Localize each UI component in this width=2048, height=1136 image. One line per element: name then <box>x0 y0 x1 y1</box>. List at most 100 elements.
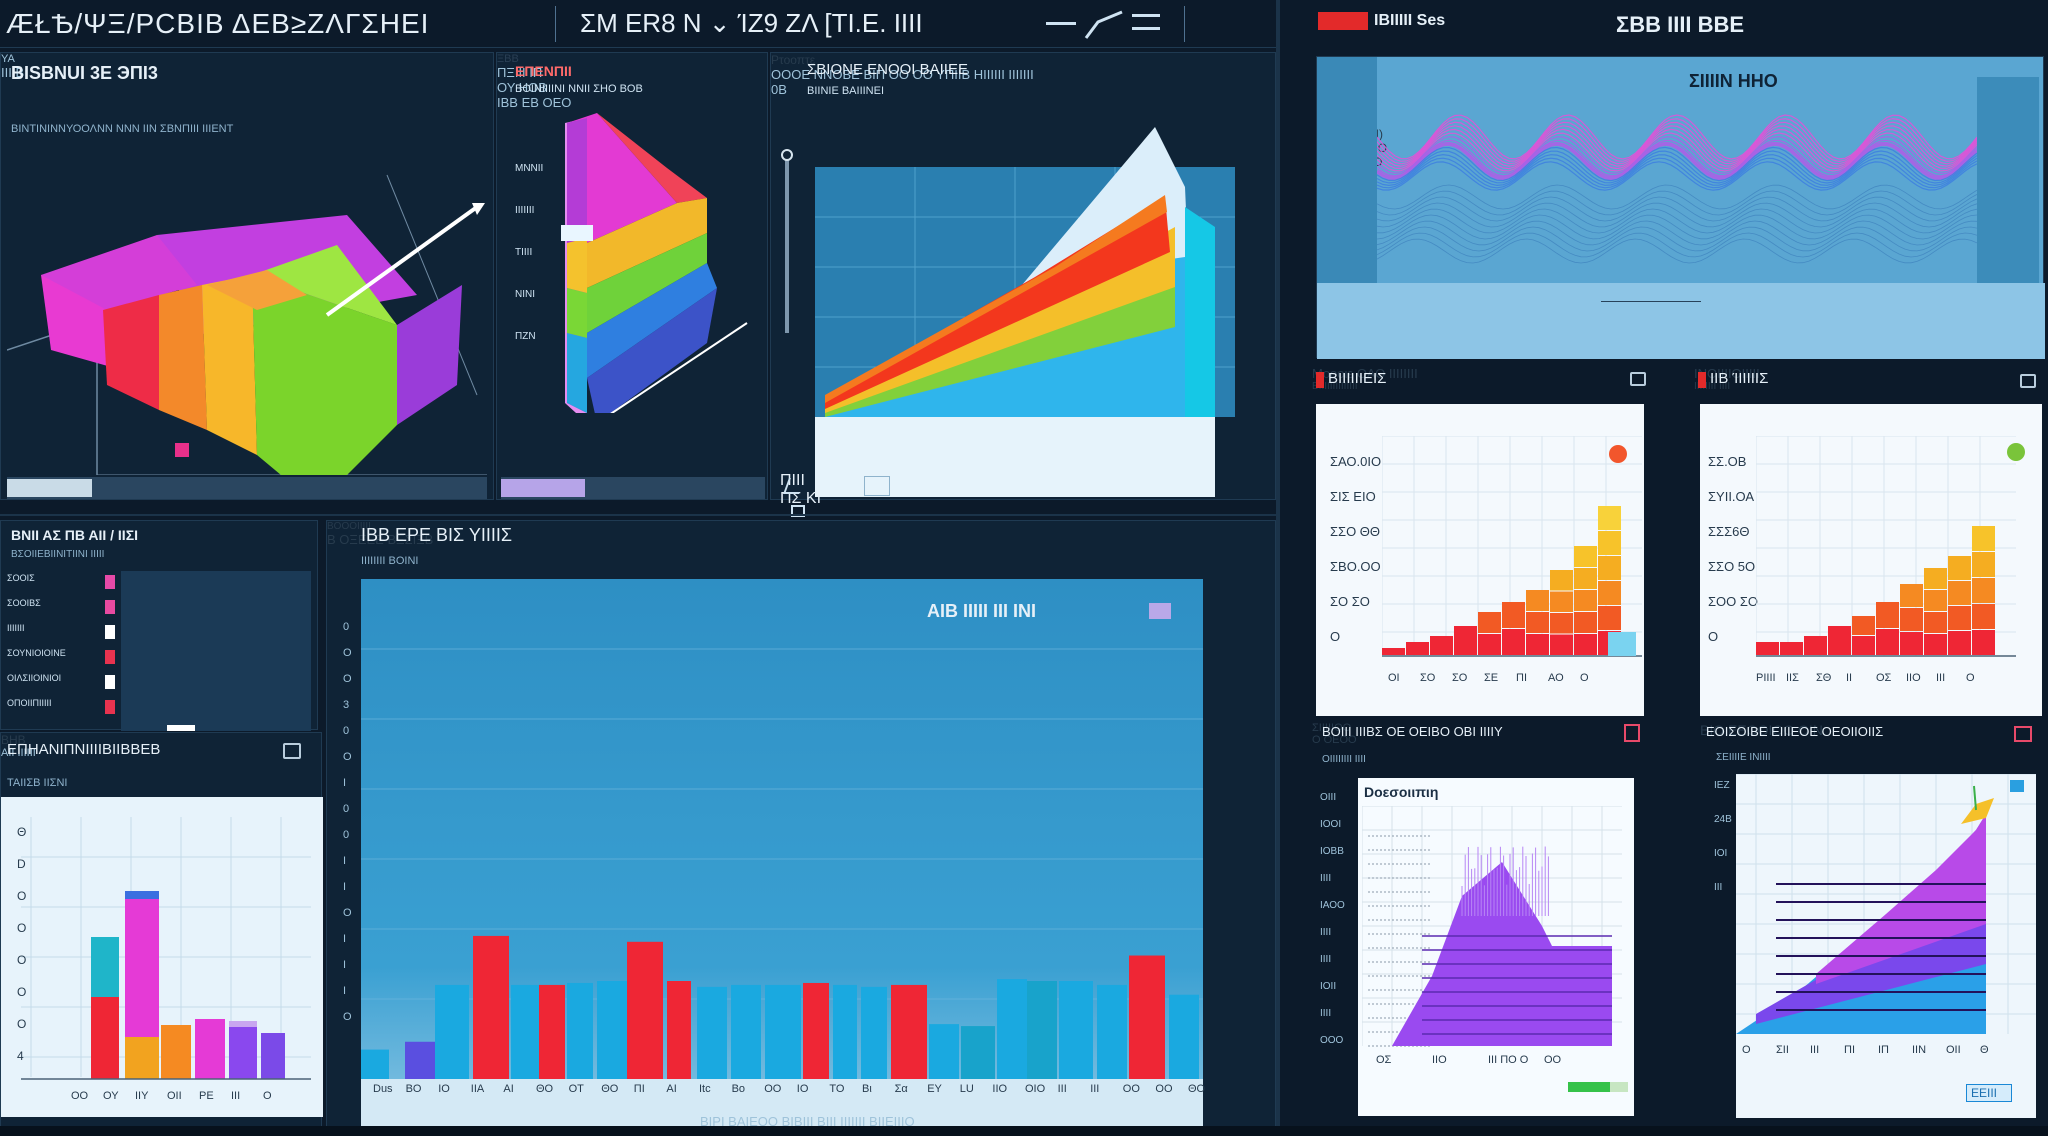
wave-line-2 <box>1377 121 1977 165</box>
r2-bar-4-1 <box>1852 616 1875 635</box>
main-y-tick-13: Ι <box>343 959 347 971</box>
panel-stack-scrollbar[interactable] <box>501 477 765 499</box>
r2-chart-title: ΙΝΟΙΙΙΙΟΙΙΙΙΙ <box>1694 366 1760 381</box>
panel-wave: ΣΙΙΙΙΝ ΗΗΟ ΟΘ ΘΟ Ε ΙΙΙΙ ΟΙΙ Οοοπεπ Ι ΟΒΒ… <box>1316 56 2045 359</box>
area-control-box[interactable] <box>864 476 890 496</box>
r2-x-tick-0: ΡΙΙΙΙ <box>1756 672 1776 684</box>
wave-line-0 <box>1377 114 1977 160</box>
r1-bar-6-0 <box>1526 634 1549 655</box>
list-row-marker-3[interactable] <box>105 650 115 664</box>
right-header: ΙΒΙΙΙΙΙ Ses ΣΒΒ ΙΙΙΙ ΒΒΕ <box>1290 0 2048 48</box>
r2-bar-6-1 <box>1900 608 1923 631</box>
r3-y-tick-8: ΙΙΙΙ <box>1320 1008 1332 1019</box>
main-x-tick-2: ΙΟ <box>438 1083 450 1095</box>
wave-shadow-5 <box>1377 214 1977 240</box>
bottom-strip <box>0 1126 2048 1136</box>
area-minimize-icon[interactable] <box>791 505 805 517</box>
panel-smallbar-menu-icon[interactable] <box>283 743 301 759</box>
small-bar-0-1 <box>91 937 119 997</box>
panel-small-bar: ΕΠΗΑΝΙΠΝΙΙΙΙΒΙΙΒΒΕΒ ΤΑΙΙΣΒ ΙΙΣΝΙ ΟΟ ΟΥ ΙΙΥ… <box>0 732 323 1136</box>
stack-label-0: ΜΝΝΙΙ <box>515 163 544 174</box>
wave-line-6 <box>1377 135 1977 175</box>
r2-window-icon[interactable] <box>2020 374 2036 388</box>
stack-axis-label: ΠΞΙΙΙ ΙΠ <box>497 65 543 80</box>
area-control-a[interactable]: ΠΙΙΙ <box>780 472 805 489</box>
r1-bar-8-1 <box>1574 612 1597 633</box>
panel-area-chart: ΣΒΙΟΝΕ ΕΝΟΟΙ ΒΑΙΙΕΕ ΒΙΙΝΙΕ ΒΑΙΙΙΝΕΙ Ρτοο… <box>770 52 1276 517</box>
area-slider-track[interactable] <box>785 153 789 333</box>
small-bar-5-0 <box>261 1033 285 1079</box>
wave-shadow-4 <box>1377 208 1977 234</box>
area-side <box>1185 207 1215 417</box>
r1-x-tick-3: ΣΕ <box>1484 672 1499 684</box>
block-green <box>252 275 397 475</box>
main-bar-22 <box>1097 984 1127 1079</box>
toolbar-mid-label[interactable]: ΣΜ ΕR8 Ν ⌄ ΊΖ9 ΖΛ [ΤΙ.Ε. ΙΙΙΙ <box>580 8 923 38</box>
area-control-b[interactable]: ΠΣ ΚΙ <box>780 490 822 507</box>
r3-corner-icon[interactable] <box>1624 724 1640 742</box>
r2-stair-chart <box>1756 436 2025 657</box>
list-row-marker-1[interactable] <box>105 600 115 614</box>
r4-corner-icon[interactable] <box>2014 726 2032 742</box>
main-x-tick-1: ΒΟ <box>405 1083 422 1095</box>
r2-x-tick-4: ΟΣ <box>1876 672 1892 684</box>
r1-bar-9-3 <box>1598 556 1621 580</box>
list-row-marker-0[interactable] <box>105 575 115 589</box>
r4-badge[interactable]: ΕΕΙΙΙ <box>1966 1084 2012 1102</box>
list-row-marker-4[interactable] <box>105 675 115 689</box>
panel-area-subtitle: ΒΙΙΝΙΕ ΒΑΙΙΙΝΕΙ <box>807 85 885 97</box>
wave-left-block <box>1317 57 1377 287</box>
r2-y-tick-4: ΣΟΟ ΣΟ <box>1708 594 1759 609</box>
r3-x-tick-2: ΙΙΙ ΠΟ Ο <box>1488 1054 1529 1066</box>
panel-area-title: ΣΒΙΟΝΕ ΕΝΟΟΙ ΒΑΙΙΕΕ <box>807 61 968 78</box>
smallbar-x-tick-2: ΙΙΥ <box>135 1090 149 1102</box>
main-y-tick-6: Ι <box>343 777 347 789</box>
main-x-tick-20: ΟΙΟ <box>1025 1083 1046 1095</box>
r3-foot: ΣΙΙΙΙΙΟΟ <box>1312 722 1352 734</box>
minus-icon[interactable] <box>1046 22 1076 25</box>
small-bar-2-0 <box>161 1025 191 1079</box>
r3-x-tick-1: ΙΙΟ <box>1432 1054 1447 1066</box>
r2-bar-8-2 <box>1948 581 1971 605</box>
r4-x-tick-1: ΣΙΙ <box>1776 1044 1789 1056</box>
r3-y-tick-3: ΙΙΙΙ <box>1320 873 1332 884</box>
main-legend-swatch[interactable] <box>1149 603 1171 619</box>
slash-icon[interactable] <box>1084 8 1124 40</box>
r4-area-magenta <box>1816 814 1986 984</box>
main-x-tick-5: ΘΟ <box>536 1083 554 1095</box>
r3-area <box>1392 862 1612 1046</box>
wave-line-1 <box>1377 117 1977 163</box>
r2-x-tick-3: ΙΙ <box>1846 672 1853 684</box>
wave-shadow-6 <box>1377 220 1977 246</box>
area-slider-handle[interactable] <box>781 149 793 161</box>
r4-peak-flag <box>1973 785 1977 811</box>
r2-bar-9-3 <box>1972 552 1995 577</box>
wave-line-11 <box>1377 153 1977 187</box>
r2-bar-3-0 <box>1828 626 1851 655</box>
list-row-marker-2[interactable] <box>105 625 115 639</box>
main-footer: Β ΟΞΕΕΕ ΒΞΣΙΞΒ <box>327 532 434 547</box>
panel-3d-scrollbar[interactable] <box>7 477 487 499</box>
list-row-2: ΙΙΙΙΙΙΙ <box>7 623 25 633</box>
main-bar-14 <box>833 984 857 1079</box>
main-x-tick-11: Βο <box>731 1083 746 1095</box>
smallbar-y-tick-7: 4 <box>17 1049 24 1063</box>
wave-line-3 <box>1377 125 1977 167</box>
r1-bar-5-0 <box>1502 629 1525 655</box>
main-x-tick-9: ΑΙ <box>666 1083 677 1095</box>
r1-window-icon[interactable] <box>1630 372 1646 386</box>
smallbar-x-tick-4: ΡΕ <box>199 1090 214 1102</box>
equals-icon[interactable] <box>1132 14 1160 30</box>
panel-3d-subtitle: ΒΙΝΤΙΝΙΝΝΥΟΟΛΝΝ ΝΝΝ ΙΙΝ ΣΒΝΠΙΙΙ ΙΙΙΕΝΤ <box>11 123 234 135</box>
smallbar-y-tick-6: Ο <box>17 1017 27 1031</box>
main-bar-4 <box>511 984 541 1079</box>
list-row-marker-5[interactable] <box>105 700 115 714</box>
panel-list-subtitle: ΒΣΟΙΙΕΒΙΙΝΙΤΙΙΝΙ ΙΙΙΙΙ <box>11 549 105 560</box>
toolbar-separator <box>555 6 556 42</box>
r1-bar-1-0 <box>1406 642 1429 655</box>
r4-area-purple <box>1756 814 1986 1024</box>
r1-bar-8-0 <box>1574 634 1597 655</box>
main-bar-10 <box>697 986 727 1079</box>
r4-y-tick-0: ΙΕΖ <box>1714 780 1730 791</box>
wave-line-9 <box>1377 146 1977 182</box>
